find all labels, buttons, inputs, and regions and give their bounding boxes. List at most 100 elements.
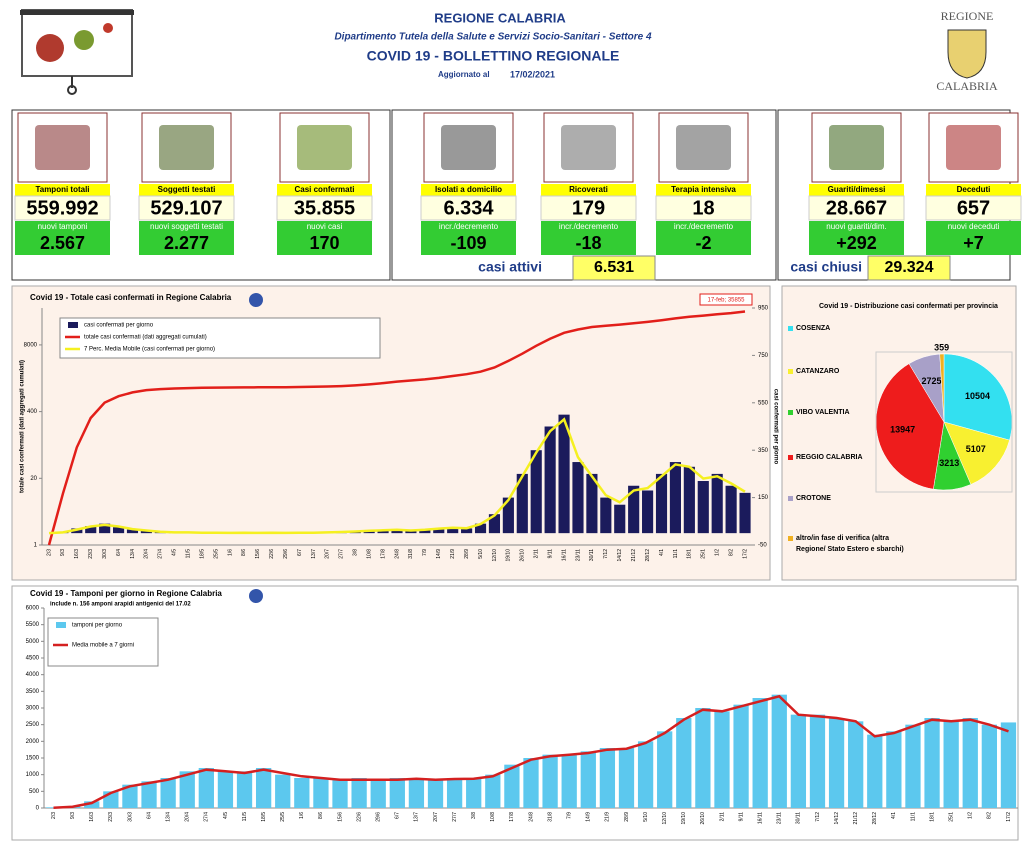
x-tick-label: 3/8 [353,549,359,556]
card-delta-label-bg [809,221,904,232]
bar [697,481,709,534]
x-tick-label: 19/10 [506,549,512,562]
card-label: Deceduti [957,185,991,194]
bar [294,778,310,808]
title-badge [249,293,263,307]
bar [84,801,100,808]
bar [572,462,584,534]
updated-label: Aggiornato al [438,70,490,79]
x-tick-label: 28/9 [464,549,470,559]
bar [488,514,501,534]
legend-label: casi confermati per giorno [84,323,154,329]
pie-slice [875,363,945,490]
x-tick-label: 6/4 [146,812,152,819]
x-tick-label: 23/3 [88,549,94,559]
x-tick-label: 23/11 [777,812,783,824]
bar [790,714,807,808]
chart-title: Covid 19 - Totale casi confermati in Reg… [30,293,232,302]
bar [657,731,673,808]
legend-swatch [68,322,78,328]
logo-text: CALABRIA [936,79,998,93]
x-tick-label: 19/10 [681,812,687,825]
card-delta-label-bg [15,221,110,232]
bar [733,704,749,808]
virus-icon [36,34,64,62]
card-icon-art [676,125,731,170]
bar [962,718,978,808]
y-tick-label: 2000 [26,739,40,745]
logo-board-top [20,10,134,15]
bar [981,724,997,808]
legend-box [59,317,381,359]
bar [618,748,635,808]
x-tick-label: 17/8 [380,549,386,559]
legend-swatch [788,455,793,460]
y-tick-label: 1 [34,543,38,549]
card-delta-bg [926,232,1021,255]
x-tick-label: 1/2 [968,812,974,819]
x-tick-label: 17/8 [509,812,515,822]
bar [370,779,386,808]
bar [809,714,826,808]
x-tick-label: 4/5 [172,549,178,556]
bar [446,778,463,808]
x-tick-label: 18/1 [929,812,935,822]
x-tick-label: 13/7 [311,549,317,559]
summary-value: 29.324 [885,259,934,276]
bar [848,721,864,808]
bar [351,778,367,808]
x-tick-label: 6/7 [297,549,303,556]
bar [485,774,501,808]
virus-icon [103,23,113,33]
x-tick-label: 7/12 [815,812,821,822]
bar [504,764,520,808]
logo-text: REGIONE [941,9,994,23]
y2-tick-label: 150 [758,495,769,501]
y2-tick-label: 550 [758,400,769,406]
card-delta-label-bg [926,221,1021,232]
x-tick-label: 17/2 [1006,812,1012,822]
card-value-bg [808,195,905,221]
x-tick-label: 23/3 [108,812,114,822]
card-delta-label-bg [139,221,234,232]
card-label-bg [277,184,372,196]
card-value: 179 [572,197,605,219]
card-delta-label: incr./decremento [439,222,499,231]
x-tick-label: 20/4 [185,812,191,822]
summary-bg [867,255,951,281]
y-tick-label: 20 [30,476,37,482]
x-tick-label: 8/2 [987,812,993,819]
x-tick-label: 15/6 [337,812,343,822]
bar [905,724,921,808]
legend-label: altro/in fase di verifica (altra Regione… [796,535,904,553]
x-tick-label: 2/11 [534,549,540,559]
card-delta: +7 [963,233,984,253]
x-tick-label: 30/11 [796,812,802,824]
annotation: 17-feb; 35855 [707,298,745,304]
virus-icon [74,30,94,50]
updated-date: 17/02/2021 [510,69,555,79]
x-tick-label: 1/2 [715,549,721,556]
x-tick-label: 7/9 [567,812,573,819]
card-value: 35.855 [294,197,355,219]
bar [419,529,431,534]
card-label: Ricoverati [569,185,608,194]
chart-subtitle: include n. 156 amponi arapidi antigenici… [50,602,191,608]
card-value-bg [276,195,373,221]
x-tick-label: 24/8 [528,812,534,822]
region-crest [947,29,987,79]
bar [771,694,787,808]
card-value-bg [420,195,517,221]
bar [198,768,214,808]
line [47,310,746,546]
legend-label: 7 Perc. Media Mobile (casi confermati pe… [84,347,215,353]
x-tick-label: 11/1 [910,812,916,822]
card-delta-label-bg [277,221,372,232]
card-delta-label: nuovi guariti/dim. [826,222,886,231]
y-tick-label: 1500 [26,756,40,762]
bar [141,781,157,808]
card-delta-label-bg [421,221,516,232]
card-value-bg [138,195,235,221]
bar [523,758,539,808]
